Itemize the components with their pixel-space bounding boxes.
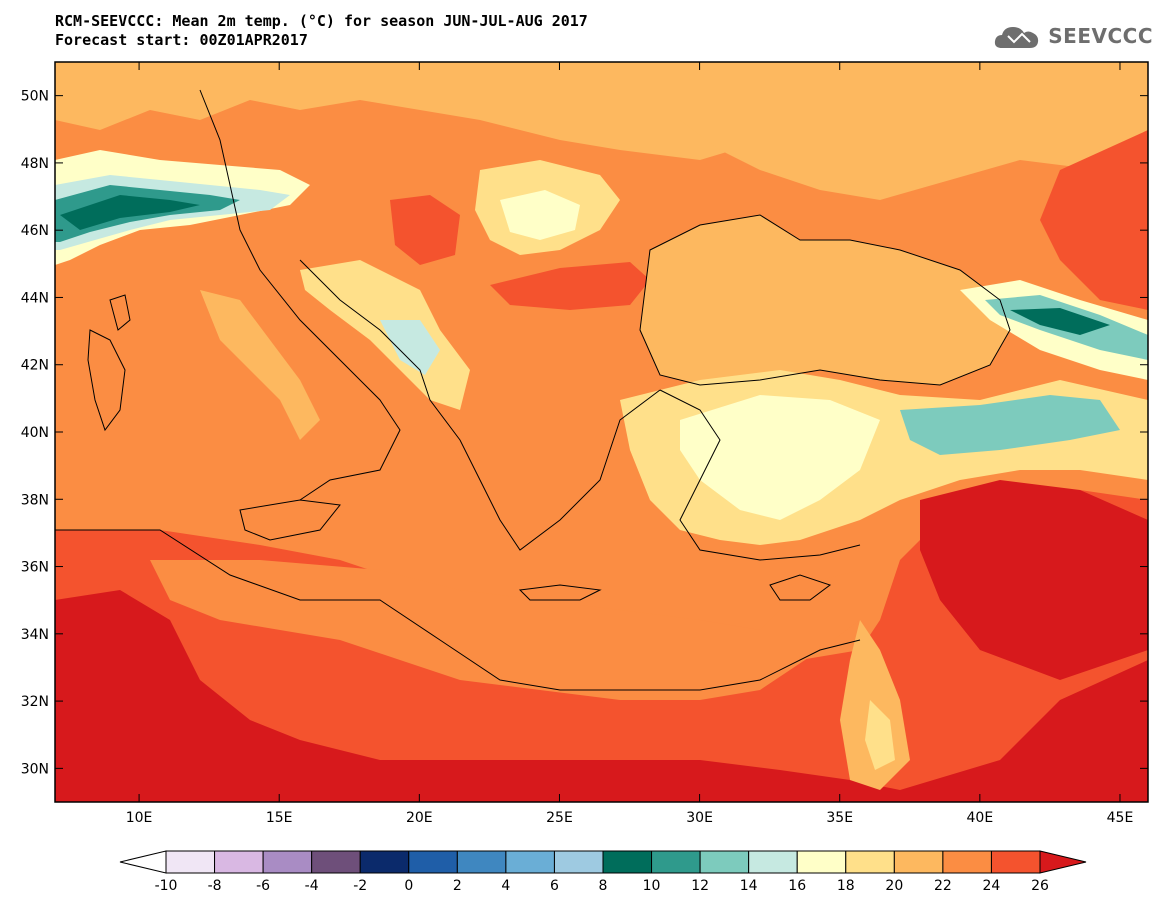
colorbar-box: [796, 850, 847, 874]
colorbar-label: 26: [1031, 878, 1049, 894]
lat-label: 34N: [21, 627, 49, 643]
lat-label: 48N: [21, 156, 49, 172]
lat-label: 36N: [21, 560, 49, 576]
colorbar-box: [214, 850, 264, 874]
colorbar-box: [845, 850, 895, 874]
lon-label: 30E: [686, 810, 713, 826]
italy-apennines: [200, 290, 320, 440]
colorbar-label: 8: [599, 878, 608, 894]
lon-label: 40E: [967, 810, 994, 826]
colorbar-box: [359, 850, 410, 874]
colorbar-label: 6: [550, 878, 559, 894]
colorbar-label: 4: [501, 878, 510, 894]
lat-label: 32N: [21, 694, 49, 710]
colorbar-box: [165, 850, 216, 874]
north-africa-coast: [55, 529, 861, 691]
colorbar-box: [553, 850, 604, 874]
colorbar: -10 -8 -6 -4 -2 0 2 4 6 8 10 12 14 16 18 20 22 24 26: [119, 850, 1087, 894]
crete-coast: [518, 584, 602, 601]
colorbar-box: [748, 850, 798, 874]
colorbar-label: 10: [643, 878, 661, 894]
lon-label: 35E: [826, 810, 853, 826]
black-sea-coast: [639, 214, 1011, 386]
colorbar-label: 24: [983, 878, 1001, 894]
negev-zone: [865, 700, 895, 770]
cloud-icon: [995, 27, 1039, 48]
forecast-start: Forecast start: 00Z01APR2017: [55, 31, 308, 49]
corsica-coast: [109, 294, 131, 331]
colorbar-label: -10: [155, 878, 178, 894]
anatolia-core: [680, 395, 880, 520]
east-hot-patch: [1040, 130, 1148, 310]
colorbar-box: [262, 850, 313, 874]
colorbar-label: 20: [885, 878, 903, 894]
lat-label: 50N: [21, 89, 49, 105]
logo-text: SEEVCCC: [1048, 24, 1153, 48]
lon-label: 20E: [406, 810, 433, 826]
colorbar-box: [602, 850, 653, 874]
lon-label: 25E: [546, 810, 573, 826]
black-sea: [640, 215, 1010, 385]
colorbar-label: -8: [208, 878, 222, 894]
map-title: RCM-SEEVCCC: Mean 2m temp. (°C) for seas…: [55, 12, 588, 30]
lat-label: 30N: [21, 761, 49, 777]
colorbar-box: [699, 850, 750, 874]
balkan-coast: [299, 259, 661, 551]
colorbar-label: 14: [740, 878, 758, 894]
colorbar-label: -6: [256, 878, 270, 894]
colorbar-label: -2: [353, 878, 367, 894]
colorbar-box: [505, 850, 555, 874]
colorbar-box: [990, 850, 1041, 874]
colorbar-label: -4: [305, 878, 319, 894]
dinaric-cold: [380, 320, 440, 375]
danube-hot: [490, 262, 650, 310]
colorbar-box: [893, 850, 944, 874]
colorbar-label: 2: [453, 878, 462, 894]
pannonian-hot: [390, 195, 460, 265]
caucasus-core: [1010, 308, 1110, 335]
colorbar-box: [942, 850, 992, 874]
temperature-field: [55, 62, 1148, 802]
syria-hottest: [920, 480, 1148, 680]
latitude-axis: 50N 48N 46N 44N 42N 40N 38N 36N 34N 32N 30N: [21, 89, 1148, 777]
colorbar-box: [456, 850, 507, 874]
coastlines: [55, 89, 1011, 691]
anatolia-coast: [659, 389, 861, 561]
lon-label: 45E: [1107, 810, 1134, 826]
lat-label: 40N: [21, 425, 49, 441]
colorbar-label: 0: [404, 878, 413, 894]
desert-hottest: [55, 590, 1148, 802]
mediterranean-sea: [150, 560, 860, 700]
ukraine-region: [640, 70, 1148, 200]
sardinia-coast: [87, 329, 126, 432]
colorbar-label: 16: [788, 878, 806, 894]
lat-label: 42N: [21, 358, 49, 374]
colorbar-box: [408, 850, 458, 874]
colorbar-label: 18: [837, 878, 855, 894]
colorbar-max-triangle: [1039, 850, 1087, 874]
alps-peak: [60, 195, 200, 230]
cyprus-coast: [769, 574, 832, 601]
colorbar-min-triangle: [119, 850, 167, 874]
longitude-axis: 10E 15E 20E 25E 30E 35E 40E 45E: [126, 62, 1134, 826]
colorbar-label: 12: [691, 878, 709, 894]
carpathian-core: [500, 190, 580, 240]
lon-label: 10E: [126, 810, 153, 826]
east-anatolia-cold: [900, 395, 1120, 455]
colorbar-box: [651, 850, 701, 874]
lat-label: 46N: [21, 223, 49, 239]
colorbar-box: [311, 850, 361, 874]
colorbar-label: 22: [934, 878, 952, 894]
lat-label: 44N: [21, 290, 49, 306]
lon-label: 15E: [266, 810, 293, 826]
italy-coast: [199, 89, 401, 501]
seevccc-logo: SEEVCCC: [992, 22, 1153, 50]
lat-label: 38N: [21, 492, 49, 508]
